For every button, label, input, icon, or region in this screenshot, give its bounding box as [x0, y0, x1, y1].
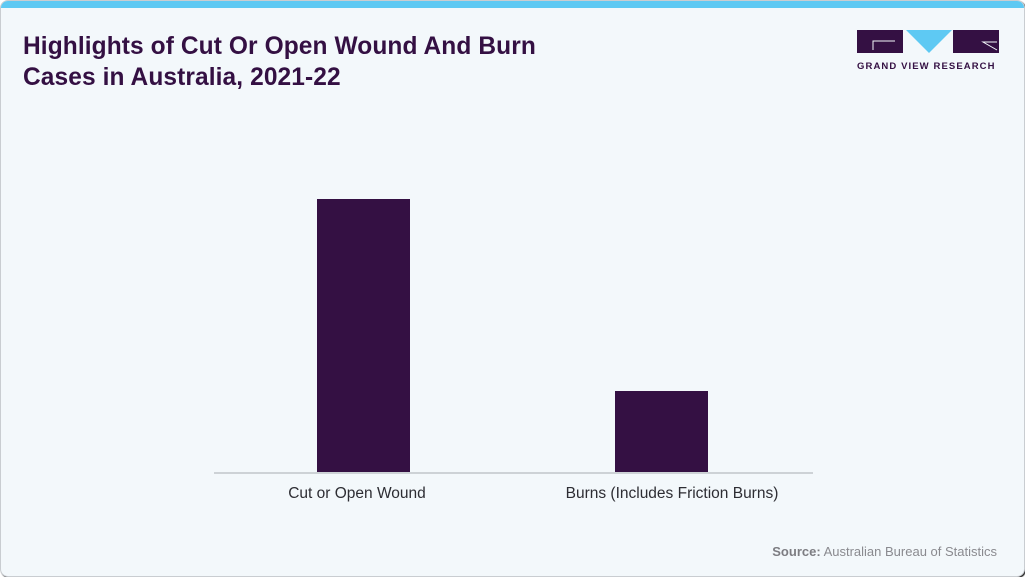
bar-cut-or-open-wound [317, 199, 410, 473]
bar-chart-plot-area [214, 181, 813, 474]
logo-v-triangle [906, 30, 952, 53]
accent-top-bar [1, 1, 1024, 8]
logo-text: GRAND VIEW RESEARCH [857, 61, 996, 72]
grand-view-research-logo: GRAND VIEW RESEARCH [857, 30, 999, 72]
chart-title: Highlights of Cut Or Open Wound And Burn… [23, 31, 650, 93]
gvr-logo-icon [857, 30, 999, 53]
logo-g-block [857, 30, 903, 53]
title-line-1: Highlights of Cut Or Open Wound And Burn [23, 32, 536, 60]
source-note: Source: Australian Bureau of Statistics [772, 544, 997, 559]
x-tick-label-burns: Burns (Includes Friction Burns) [565, 485, 779, 502]
source-text: Australian Bureau of Statistics [823, 544, 997, 559]
bar-burns [615, 390, 708, 473]
x-axis-line [214, 472, 813, 474]
title-line-2: Cases in Australia, 2021-22 [23, 63, 341, 91]
x-tick-label-cut-or-open-wound: Cut or Open Wound [288, 485, 426, 502]
source-label: Source: [772, 544, 821, 559]
logo-r-block [953, 30, 999, 53]
